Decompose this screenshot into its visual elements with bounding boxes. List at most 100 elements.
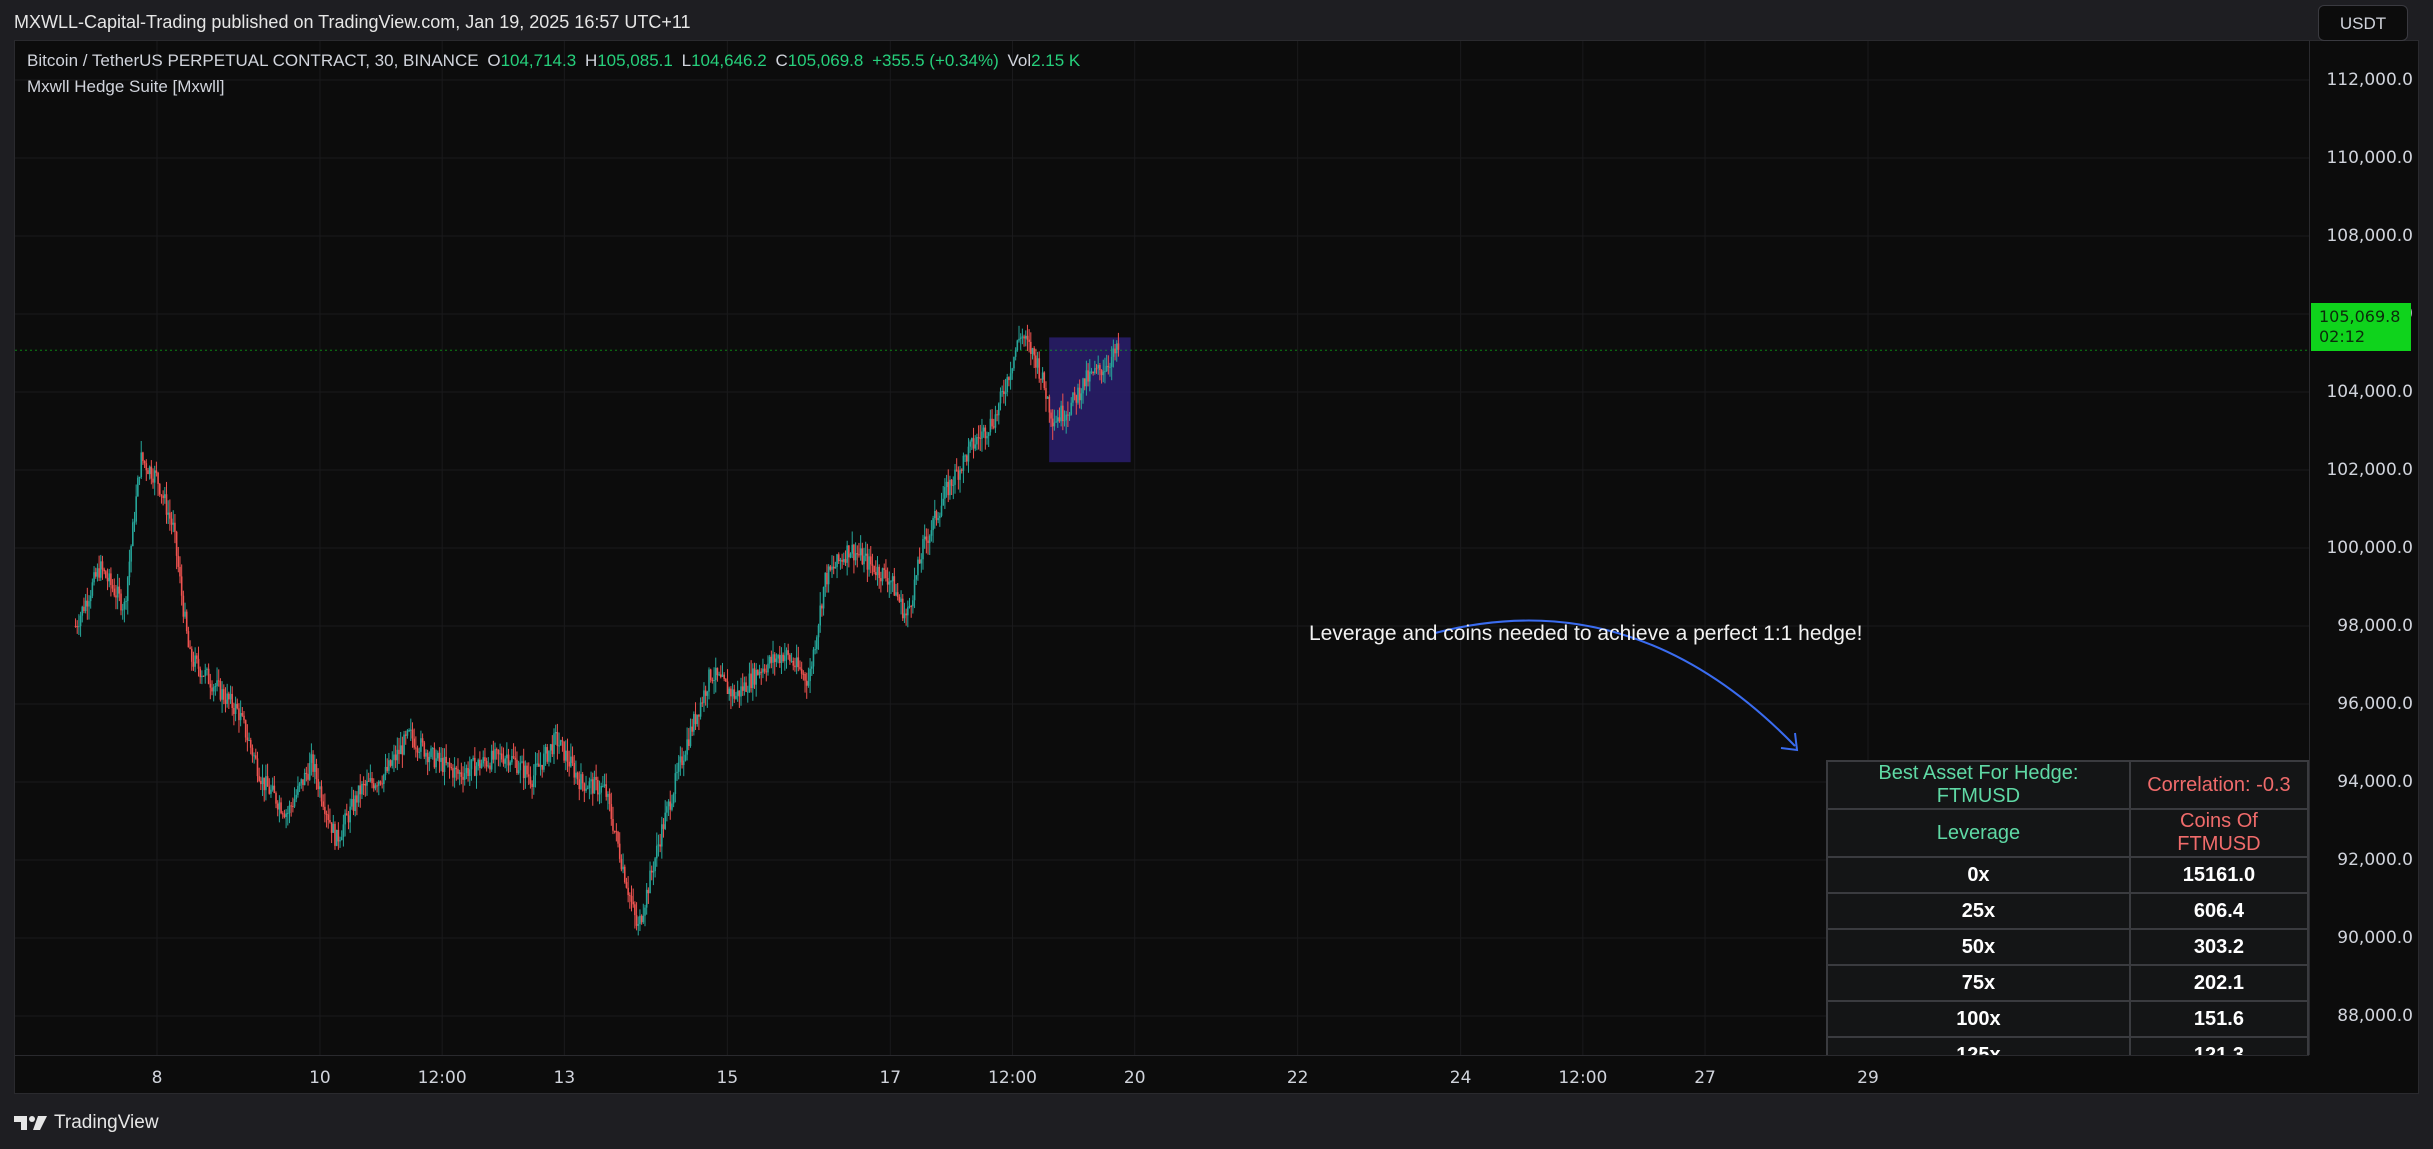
candle-body [699, 702, 702, 717]
volume-value: 2.15 K [1031, 51, 1081, 70]
candle-body [637, 924, 640, 926]
candle-body [527, 774, 530, 777]
candle-body [800, 668, 803, 674]
time-tick-label: 8 [151, 1068, 163, 1088]
candle-body [388, 760, 390, 771]
candle-body [204, 669, 207, 677]
candle-body [248, 739, 250, 741]
candle-body [310, 754, 313, 763]
candle-body [844, 559, 847, 563]
candle-body [1045, 388, 1047, 399]
brand-name: TradingView [54, 1112, 159, 1133]
coins-cell: 303.2 [2128, 928, 2309, 966]
open-value: 104,714.3 [500, 51, 577, 70]
candle-body [984, 427, 987, 439]
candle-body [908, 605, 911, 608]
symbol-title[interactable]: Bitcoin / TetherUS PERPETUAL CONTRACT, 3… [27, 51, 479, 70]
candle-body [94, 572, 97, 577]
candle-body [674, 773, 677, 794]
candle-body [864, 553, 867, 556]
candle-body [268, 786, 271, 794]
candle-body [231, 693, 234, 709]
candle-body [816, 637, 818, 650]
candle-body [1092, 371, 1094, 374]
candle-body [145, 463, 148, 471]
candle-body [645, 889, 648, 908]
candle-body [298, 783, 301, 786]
candle-body [433, 748, 436, 768]
candle-body [827, 566, 830, 585]
candle-body [507, 754, 510, 766]
candle-body [1036, 358, 1039, 368]
candle-body [652, 871, 655, 873]
candle-body [287, 813, 289, 815]
candle-body [243, 715, 245, 721]
candle-body [263, 777, 266, 791]
candle-body [859, 548, 862, 556]
candle-body [404, 734, 407, 736]
candle-body [603, 784, 606, 786]
candle-body [330, 822, 333, 833]
candle-body [470, 759, 473, 770]
candle-body [922, 539, 924, 560]
candle-body [895, 592, 897, 596]
time-tick-label: 12:00 [1558, 1068, 1608, 1088]
candle-body [714, 667, 717, 681]
candle-body [740, 686, 742, 697]
candle-body [1088, 371, 1091, 382]
candle-body [76, 626, 79, 628]
currency-button[interactable]: USDT [2318, 5, 2408, 41]
candle-body [735, 695, 737, 699]
candle-body [979, 437, 982, 439]
candle-body [927, 540, 929, 543]
candle-body [1075, 395, 1078, 403]
candle-body [155, 470, 158, 473]
candle-body [955, 469, 958, 471]
candle-body [490, 750, 493, 770]
candle-body [802, 673, 805, 675]
candle-body [883, 568, 886, 570]
plot-area[interactable]: Bitcoin / TetherUS PERPETUAL CONTRACT, 3… [15, 41, 2309, 1055]
candle-body [98, 568, 100, 578]
candle-body [335, 829, 338, 846]
candle-body [1030, 341, 1032, 354]
candle-body [411, 729, 414, 739]
candle-body [546, 747, 549, 762]
candle-body [381, 783, 383, 785]
candle-body [280, 802, 282, 814]
candle-body [383, 774, 385, 785]
candle-body [790, 660, 793, 662]
candle-body [524, 765, 527, 779]
candle-body [462, 776, 464, 780]
candle-body [239, 713, 242, 721]
candlestick-chart [15, 41, 2309, 1055]
candle-body [837, 554, 840, 562]
candle-body [251, 747, 254, 756]
candle-body [1063, 420, 1066, 422]
candle-body [952, 484, 955, 486]
candle-body [861, 548, 864, 565]
candle-body [78, 626, 80, 628]
candle-body [374, 785, 377, 789]
candle-body [1004, 392, 1007, 394]
candle-body [138, 476, 141, 478]
candle-body [709, 669, 712, 680]
candle-body [1109, 366, 1111, 368]
price-scale[interactable]: 112,000.0110,000.0108,000.0106,000.0104,… [2309, 41, 2418, 1055]
time-tick-label: 12:00 [417, 1068, 467, 1088]
candle-body [896, 592, 899, 598]
candle-body [1094, 368, 1096, 374]
candle-body [516, 759, 518, 774]
leverage-cell: 100x [1826, 1000, 2131, 1038]
candle-body [977, 437, 980, 439]
time-scale[interactable]: 8 10 12:00 13 15 17 12:00 20 22 24 12:00 27 29 [15, 1055, 2309, 1093]
candle-body [158, 483, 161, 495]
candle-body [944, 487, 946, 499]
candle-body [342, 824, 345, 838]
indicator-title[interactable]: Mxwll Hedge Suite [Mxwll] [27, 77, 225, 96]
candle-body [595, 777, 597, 781]
candle-body [479, 759, 481, 769]
candle-body [315, 764, 318, 780]
candle-body [472, 757, 474, 760]
tradingview-brand[interactable]: TradingView [14, 1112, 159, 1134]
